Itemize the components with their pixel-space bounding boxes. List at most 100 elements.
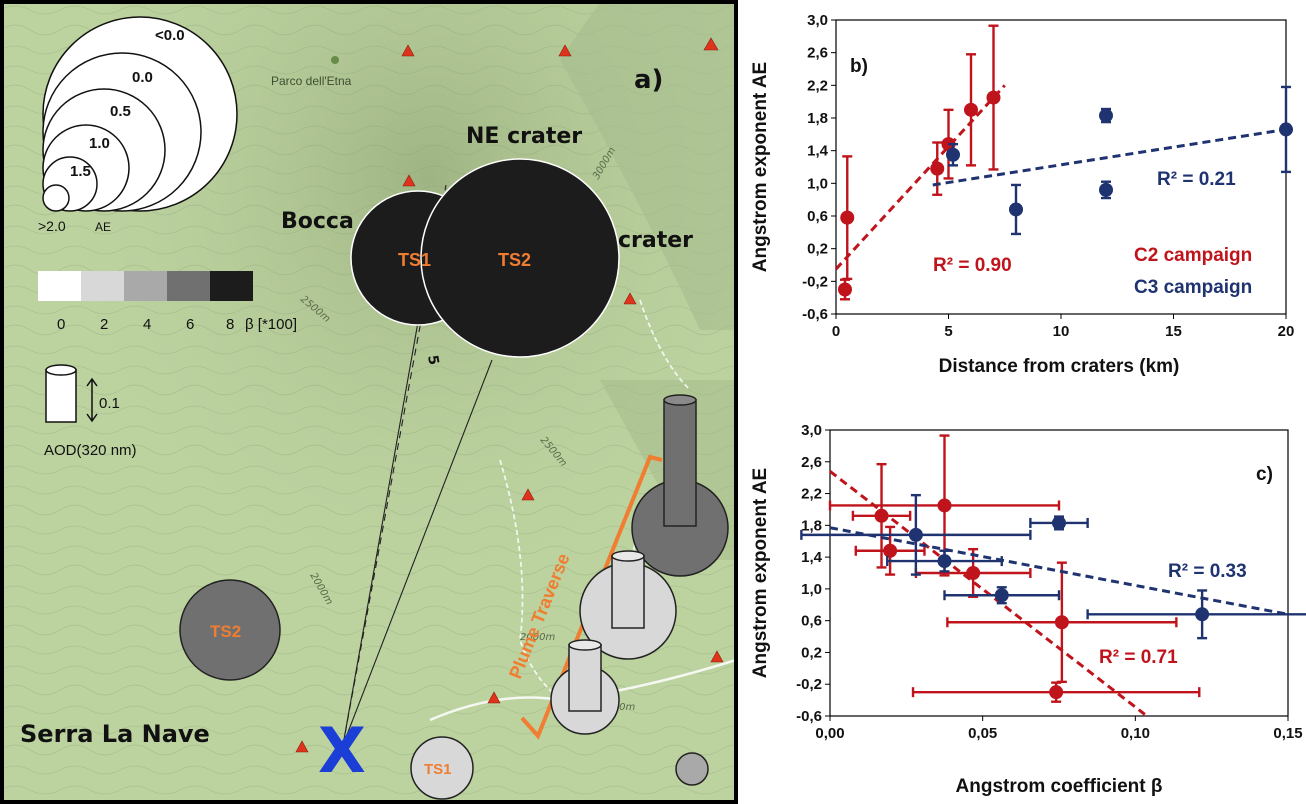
chart-b-ytick-label: 0,2 [807, 241, 828, 258]
chart-b-plot-area [835, 19, 1287, 315]
chart-c-ytick-label: -0,6 [796, 708, 822, 725]
legend-ae-value: <0.0 [155, 27, 185, 44]
chart-b-r2-c2: R² = 0.90 [933, 255, 1012, 276]
chart-b-point-c3 [1279, 122, 1293, 137]
beta-swatch [210, 271, 253, 301]
chart-b-ytick-label: 1,4 [807, 143, 829, 160]
chart-c-ticks: 0,00 0,05 0,10 0,15 -0,6 -0,2 0,2 0,6 1,0 1,4 1,8 2… [796, 422, 1302, 742]
aod-cylinder-top [663, 394, 697, 406]
chart-c-point-c3 [908, 527, 923, 542]
chart-c-point-c2 [966, 566, 981, 580]
chart-b-xtick-label: 15 [1165, 323, 1182, 340]
ts2-crater-label: TS2 [498, 250, 531, 270]
chart-c-point-c3 [937, 554, 952, 569]
ts2-site-circle [179, 579, 281, 681]
chart-c-marks [800, 434, 1306, 716]
chart-b-panel-label: b) [850, 56, 868, 77]
park-pin-icon [331, 56, 339, 64]
chart-b-ytick-label: 3,0 [807, 12, 828, 29]
chart-c-r2-c2: R² = 0.71 [1099, 647, 1178, 668]
chart-b-marks [834, 24, 1293, 301]
beta-grayscale-legend: 0 2 4 6 8 β [*100] [38, 271, 297, 333]
aod-legend: 0.1 AOD(320 nm) [44, 364, 137, 459]
aod-legend-cylinder [45, 369, 77, 423]
chart-c-ytick-label: 1,0 [801, 581, 822, 598]
distance-5-label: 5 [424, 354, 441, 366]
chart-c-ytick-label: -0,2 [796, 676, 822, 693]
triangle-marker [703, 37, 719, 51]
beta-legend-label: β [*100] [245, 316, 297, 333]
beta-tick: 2 [100, 316, 108, 333]
legend-ae-value: >2.0 [38, 218, 66, 234]
chart-c-panel-label: c) [1256, 464, 1273, 485]
beta-swatch [167, 271, 210, 301]
chart-c-plot-area [829, 429, 1289, 717]
triangle-marker [487, 691, 501, 704]
chart-b-ytick-label: 1,0 [807, 175, 828, 192]
aod-scale-label: 0.1 [99, 395, 120, 412]
chart-c-ytick-label: 3,0 [801, 422, 822, 439]
chart-b-point-c3 [946, 147, 960, 162]
ts2-site-label: TS2 [210, 622, 241, 641]
aod-cylinder [611, 555, 645, 629]
chart-b-xtick-label: 5 [944, 323, 952, 340]
chart-b-ytick-label: -0,6 [802, 306, 828, 323]
triangle-marker [623, 292, 637, 305]
chart-c-point-c2 [1054, 615, 1069, 630]
aod-cylinders [568, 394, 697, 712]
park-label: Parco dell'Etna [271, 74, 352, 88]
chart-b-point-c3 [1099, 108, 1113, 123]
chart-b-r2-c3: R² = 0.21 [1157, 169, 1236, 190]
legend-ae-value: 0.0 [132, 69, 153, 86]
chart-b-legend-c2: C2 campaign [1134, 245, 1252, 266]
observation-site-x-marker: X [318, 714, 366, 787]
chart-b-ytick-label: -0,2 [802, 273, 828, 290]
chart-b-ytick-label: 2,2 [807, 77, 828, 94]
triangle-marker [402, 174, 416, 187]
chart-b-point-c2 [986, 90, 1001, 105]
triangle-marker [558, 44, 572, 57]
triangle-marker [710, 650, 724, 663]
aod-cylinder [663, 399, 697, 527]
sight-line-ts1 [342, 321, 419, 746]
chart-b-svg: b) Distance from craters (km) Angstrom e… [750, 12, 1294, 377]
legend-ae-value: 0.5 [110, 103, 131, 120]
triangle-marker [401, 44, 415, 57]
chart-b-point-c3 [1099, 182, 1113, 197]
chart-b-xtick-label: 0 [832, 323, 840, 340]
chart-b-xlabel: Distance from craters (km) [939, 356, 1180, 377]
aod-legend-cylinder-top [45, 364, 77, 376]
chart-c-container: c) Angstrom coefficient β Angstrom expon… [740, 410, 1306, 804]
ae-size-legend: <0.0 0.0 0.5 1.0 1.5 >2.0 AE [38, 16, 238, 234]
chart-b-trendline-c2 [834, 84, 1006, 271]
beta-swatch [38, 271, 81, 301]
chart-c-xtick-label: 0,05 [968, 725, 997, 742]
legend-ae-unit: AE [95, 220, 111, 234]
chart-b-ticks: 0 5 10 15 20 -0,6 -0,2 0,2 0,6 1,0 1,4 1,8 2,2 2,6 3,0 [802, 12, 1294, 340]
beta-tick: 8 [226, 316, 234, 333]
ts1-crater-label: TS1 [398, 250, 431, 270]
chart-c-xtick-label: 0,00 [815, 725, 844, 742]
ts1-site-circle [410, 736, 474, 800]
bocca-label: Bocca [281, 209, 354, 234]
road-upper [639, 299, 691, 391]
chart-c-ytick-label: 0,2 [801, 644, 822, 661]
map-svg: 3000m 2500m 2000m 2000m 2000m 2500m Parc… [0, 0, 738, 804]
chart-b-point-c2 [838, 282, 852, 297]
beta-tick: 6 [186, 316, 194, 333]
chart-c-point-c2 [874, 508, 889, 523]
chart-b-xtick-label: 10 [1053, 323, 1070, 340]
chart-c-point-c2 [1049, 685, 1064, 700]
small-site-circle [675, 752, 709, 786]
beta-swatch [124, 271, 167, 301]
aod-cylinder-top [568, 639, 602, 651]
chart-c-point-c3 [994, 588, 1009, 603]
chart-c-ytick-label: 2,2 [801, 486, 822, 503]
beta-swatch [81, 271, 124, 301]
legend-circle [42, 184, 70, 212]
chart-b-ytick-label: 0,6 [807, 208, 828, 225]
chart-b-point-c2 [930, 161, 945, 176]
aod-legend-label: AOD(320 nm) [44, 442, 137, 459]
triangle-marker [521, 488, 535, 501]
contour-label: 2000m [520, 632, 555, 643]
